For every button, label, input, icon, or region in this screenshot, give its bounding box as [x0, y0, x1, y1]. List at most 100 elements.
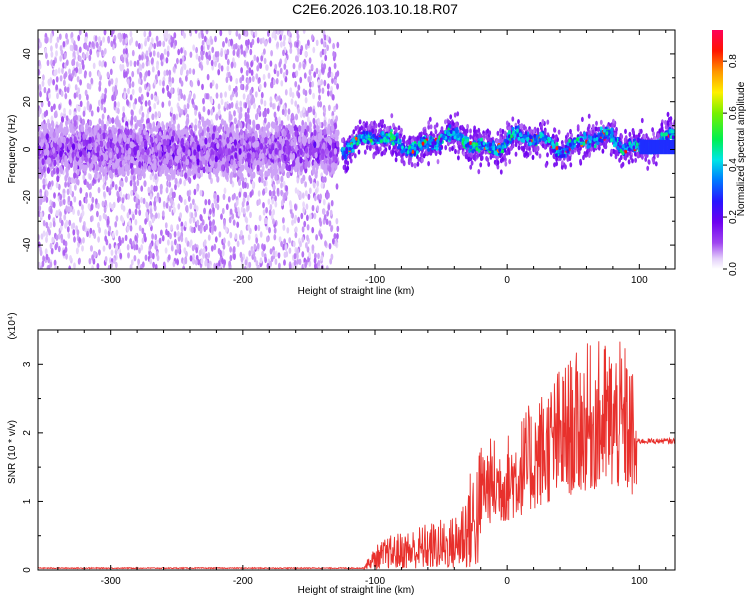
heatmap-cell	[201, 32, 205, 39]
heatmap-cell	[97, 221, 100, 229]
heatmap-cell	[215, 113, 219, 121]
heatmap-cell	[202, 105, 206, 113]
heatmap-cell	[81, 59, 85, 66]
heatmap-cell	[249, 89, 253, 96]
heatmap-cell	[50, 32, 53, 40]
heatmap-cell	[282, 224, 286, 231]
heatmap-cell	[144, 218, 148, 225]
heatmap-cell	[292, 71, 295, 79]
heatmap-cell	[274, 195, 277, 202]
heatmap-cell	[269, 248, 273, 255]
heatmap-cell	[76, 179, 80, 186]
heatmap-cell	[329, 209, 333, 216]
heatmap-cell	[261, 243, 264, 250]
heatmap-cell	[69, 200, 73, 207]
heatmap-cell	[138, 54, 142, 61]
heatmap-cell	[316, 180, 320, 187]
heatmap-cell	[188, 67, 192, 75]
heatmap-cell	[146, 55, 149, 63]
heatmap-cell	[267, 72, 271, 79]
heatmap-cell	[328, 66, 332, 73]
heatmap-cell	[296, 248, 300, 255]
heatmap-cell	[155, 35, 159, 42]
heatmap-cell	[199, 189, 203, 197]
heatmap-cell	[206, 38, 210, 46]
heatmap-cell	[163, 70, 167, 77]
heatmap-cell	[183, 94, 186, 101]
heatmap-cell	[273, 111, 277, 118]
heatmap-cell	[316, 205, 320, 212]
heatmap-cell	[133, 60, 137, 68]
heatmap-cell	[292, 240, 296, 248]
heatmap-cell	[48, 229, 51, 236]
heatmap-cell	[140, 244, 144, 251]
heatmap-cell	[244, 216, 248, 223]
heatmap-cell	[259, 257, 263, 264]
heatmap-cell	[148, 30, 152, 37]
heatmap-cell	[246, 194, 250, 202]
heatmap-cell	[148, 122, 152, 130]
heatmap-cell	[39, 249, 43, 256]
heatmap-cell	[334, 240, 338, 247]
heatmap-cell	[65, 115, 69, 122]
heatmap-cell	[299, 110, 303, 118]
heatmap-cell	[54, 243, 58, 251]
heatmap-cell	[72, 50, 76, 57]
heatmap-cell	[124, 175, 128, 183]
heatmap-cell	[77, 209, 80, 216]
heatmap-cell	[239, 100, 243, 108]
heatmap-cell	[129, 225, 133, 232]
heatmap-cell	[126, 137, 130, 145]
heatmap-cell	[177, 94, 181, 102]
heatmap-cell	[60, 219, 64, 227]
heatmap-cell	[153, 102, 157, 110]
heatmap-cell	[40, 121, 45, 129]
heatmap-cell	[126, 99, 129, 106]
heatmap-cell	[67, 206, 71, 213]
heatmap-cell	[197, 79, 201, 87]
heatmap-cell	[204, 260, 208, 267]
heatmap-cell	[156, 192, 160, 199]
heatmap-cell	[285, 69, 289, 76]
heatmap-cell	[156, 40, 160, 47]
heatmap-cell	[69, 188, 73, 196]
heatmap-cell	[278, 61, 282, 68]
heatmap-cell	[66, 188, 70, 195]
heatmap-cell	[192, 216, 196, 224]
heatmap-cell	[98, 249, 101, 256]
heatmap-cell	[200, 258, 204, 265]
heatmap-cell	[179, 196, 183, 203]
heatmap-cell	[45, 253, 49, 261]
heatmap-cell	[235, 78, 239, 85]
heatmap-cell	[82, 224, 85, 232]
heatmap-cell	[312, 92, 315, 100]
heatmap-cell	[309, 213, 312, 220]
heatmap-cell	[89, 48, 93, 56]
heatmap-cell	[47, 157, 52, 165]
heatmap-cell	[90, 77, 94, 85]
heatmap-cell	[301, 251, 305, 258]
heatmap-cell	[210, 245, 214, 252]
heatmap-cell	[283, 63, 287, 70]
heatmap-cell	[71, 37, 74, 44]
heatmap-cell	[287, 30, 291, 37]
heatmap-cell	[104, 87, 108, 95]
heatmap-cell	[190, 128, 194, 136]
heatmap-cell	[150, 93, 154, 100]
heatmap-cell	[215, 92, 219, 99]
heatmap-cell	[154, 111, 158, 118]
heatmap-cell	[95, 164, 99, 172]
heatmap-cell	[320, 79, 323, 86]
heatmap-cell	[107, 37, 111, 44]
heatmap-cell	[167, 254, 171, 261]
heatmap-cell	[162, 80, 165, 87]
heatmap-cell	[143, 30, 147, 38]
heatmap-cell	[210, 126, 214, 133]
heatmap-cell	[232, 246, 236, 253]
heatmap-cell	[42, 178, 46, 186]
heatmap-cell	[313, 257, 317, 264]
heatmap-cell	[75, 104, 79, 111]
heatmap-cell	[155, 185, 158, 192]
heatmap-cell	[168, 205, 172, 212]
heatmap-cell	[282, 40, 286, 47]
